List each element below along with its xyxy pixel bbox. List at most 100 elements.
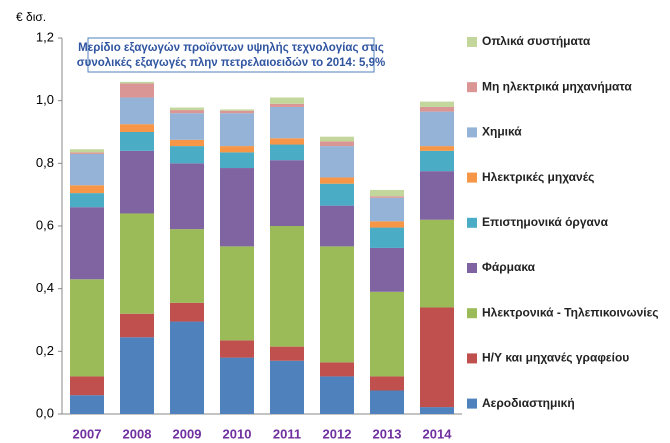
bar-segment	[420, 150, 454, 172]
bar-segment	[320, 141, 354, 147]
bar-segment	[220, 357, 254, 414]
bar-segment	[270, 97, 304, 104]
bar-segment	[270, 144, 304, 161]
bar-segment	[420, 307, 454, 408]
bar-segment	[170, 107, 204, 111]
legend-swatch	[467, 353, 477, 364]
bar-segment	[220, 340, 254, 358]
legend-label: Η/Υ και μηχανές γραφείου	[482, 351, 629, 365]
legend-label: Αεροδιαστημική	[482, 396, 575, 410]
bar-segment	[220, 152, 254, 169]
bar-segment	[120, 313, 154, 338]
bar-segment	[220, 113, 254, 147]
x-tick-label: 2012	[323, 426, 352, 441]
bar-segment	[370, 227, 404, 248]
legend-swatch	[467, 82, 477, 93]
bar-segment	[70, 279, 104, 377]
bar-segment	[170, 110, 204, 114]
bar-segment	[170, 146, 204, 164]
bar-segment	[70, 207, 104, 280]
bar-segment	[270, 138, 304, 145]
legend-swatch	[467, 172, 477, 183]
bar-segment	[120, 132, 154, 151]
bar-segment	[170, 163, 204, 230]
bar-segment	[420, 407, 454, 414]
y-tick-label: 0,8	[36, 155, 54, 170]
bar-segment	[120, 97, 154, 125]
bar-segment	[420, 219, 454, 308]
bar-segment	[70, 152, 104, 154]
bar-segment	[170, 321, 204, 414]
bar-segment	[120, 150, 154, 214]
bar-segment	[320, 146, 354, 178]
annotation-text: Μερίδιο εξαγωγών προϊόντων υψηλής τεχνολ…	[78, 42, 384, 54]
x-tick-label: 2011	[273, 426, 301, 441]
bar-segment	[320, 205, 354, 247]
x-tick-label: 2010	[223, 426, 252, 441]
y-tick-label: 1,2	[36, 29, 54, 44]
bar-segment	[320, 246, 354, 363]
bar-segment	[420, 101, 454, 107]
bar-segment	[70, 185, 104, 194]
bar-segment	[170, 139, 204, 147]
x-tick-label: 2014	[423, 426, 453, 441]
bar-segment	[270, 226, 304, 347]
bar-segment	[170, 113, 204, 140]
bar-segment	[270, 346, 304, 361]
bar-segment	[70, 153, 104, 186]
bar-segment	[370, 390, 404, 414]
x-tick-label: 2013	[373, 426, 402, 441]
x-tick-label: 2009	[173, 426, 202, 441]
x-tick-label: 2008	[123, 426, 152, 441]
bar-segment	[370, 197, 404, 222]
bar-segment	[370, 247, 404, 292]
bar-segment	[420, 106, 454, 112]
bar-segment	[170, 229, 204, 303]
legend-swatch	[467, 308, 477, 319]
bar-segment	[170, 302, 204, 322]
bar-segment	[370, 221, 404, 228]
bar-segment	[270, 103, 304, 107]
y-tick-label: 0,0	[36, 405, 54, 420]
legend-label: Οπλικά συστήματα	[482, 34, 591, 48]
bar-segment	[370, 189, 404, 197]
legend-swatch	[467, 217, 477, 228]
bar-segment	[70, 149, 104, 153]
legend-label: Χημικά	[482, 125, 522, 139]
bar-segment	[220, 246, 254, 341]
bar-segment	[270, 160, 304, 226]
bar-segment	[120, 81, 154, 84]
bar-segment	[220, 110, 254, 114]
bar-segment	[70, 395, 104, 414]
legend-swatch	[467, 127, 477, 138]
bar-segment	[420, 111, 454, 147]
legend-swatch	[467, 37, 477, 47]
y-tick-label: 0,6	[36, 217, 54, 232]
bar-segment	[270, 106, 304, 139]
bar-segment	[420, 146, 454, 151]
legend-label: Φάρμακα	[482, 260, 536, 274]
bar-segment	[320, 362, 354, 377]
bar-segment	[420, 171, 454, 220]
bar-segment	[70, 376, 104, 396]
y-axis-label: € δισ.	[16, 10, 46, 24]
y-tick-label: 0,2	[36, 343, 54, 358]
bar-segment	[320, 136, 354, 142]
x-tick-label: 2007	[73, 426, 102, 441]
bar-segment	[120, 213, 154, 314]
bar-segment	[320, 183, 354, 206]
legend-label: Ηλεκτρονικά - Τηλεπικοινωνίες	[482, 305, 659, 319]
bar-segment	[120, 337, 154, 414]
bar-segment	[370, 376, 404, 391]
bar-segment	[270, 360, 304, 414]
annotation-box	[87, 37, 375, 73]
bar-segment	[370, 291, 404, 377]
legend-swatch	[467, 398, 477, 409]
y-tick-label: 0,4	[36, 280, 54, 295]
legend-label: Ηλεκτρικές μηχανές	[482, 170, 594, 184]
legend-swatch	[467, 263, 477, 273]
bar-segment	[320, 177, 354, 184]
bar-segment	[120, 83, 154, 98]
legend-label: Επιστημονικά όργανα	[482, 215, 609, 229]
